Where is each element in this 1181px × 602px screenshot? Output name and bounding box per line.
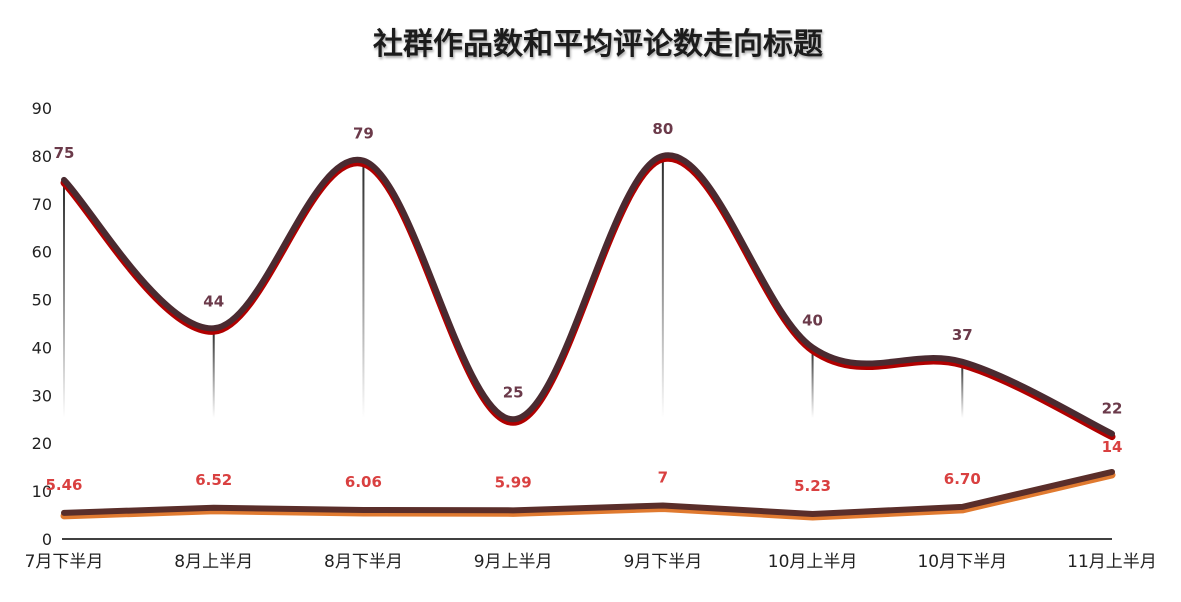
y-tick-label: 10 — [32, 482, 52, 501]
y-tick-label: 40 — [32, 338, 52, 357]
drop-line — [362, 160, 365, 418]
y-tick-label: 50 — [32, 291, 52, 310]
data-label-series-2: 6.52 — [195, 471, 232, 489]
x-tick-label: 8月下半月 — [324, 552, 403, 572]
axes: 0 10 20 30 40 50 60 70 80 90 7月下半月 8月上半月 8月下半月 9月上半月 9… — [25, 99, 1157, 572]
x-tick-label: 7月下半月 — [25, 552, 104, 572]
x-tick-label: 9月下半月 — [623, 552, 702, 572]
x-tick-label: 10月下半月 — [917, 552, 1007, 572]
y-tick-label: 0 — [42, 530, 52, 549]
y-tick-label: 60 — [32, 243, 52, 262]
data-label-series-1: 79 — [353, 125, 374, 143]
chart-title: 社群作品数和平均评论数走向标题 — [373, 27, 823, 62]
drop-line — [961, 361, 964, 418]
drop-lines — [63, 155, 964, 418]
x-tick-label: 10月上半月 — [768, 552, 858, 572]
data-label-series-2: 6.70 — [944, 470, 981, 488]
drop-line — [63, 179, 65, 418]
drop-line — [811, 347, 814, 418]
data-label-series-2: 7 — [658, 468, 668, 486]
data-label-series-2: 5.46 — [45, 476, 82, 494]
series-line-2 — [61, 468, 1115, 517]
drop-line — [212, 328, 215, 418]
y-tick-label: 80 — [32, 147, 52, 166]
data-label-series-1: 25 — [503, 383, 524, 401]
data-label-series-2: 14 — [1102, 438, 1123, 456]
series-line-1 — [61, 152, 1115, 437]
data-label-series-1: 44 — [203, 292, 224, 310]
y-tick-label: 90 — [32, 99, 52, 118]
drop-line — [661, 155, 664, 418]
x-tick-label: 11月上半月 — [1067, 552, 1157, 572]
data-label-series-2: 6.06 — [345, 473, 382, 491]
y-tick-label: 30 — [32, 386, 52, 405]
y-tick-label: 70 — [32, 195, 52, 214]
data-label-series-1: 80 — [652, 120, 673, 138]
data-label-series-1: 40 — [802, 311, 823, 329]
data-labels: 75 44 79 25 80 40 37 22 5.46 6.52 6.06 5.99 7 5.23 6.7… — [45, 120, 1122, 495]
x-tick-label: 9月上半月 — [474, 552, 553, 572]
data-label-series-1: 37 — [952, 326, 973, 344]
y-tick-label: 20 — [32, 434, 52, 453]
data-label-series-2: 5.99 — [495, 473, 532, 491]
x-tick-label: 8月上半月 — [174, 552, 253, 572]
data-label-series-1: 22 — [1102, 400, 1123, 418]
series-layer — [60, 152, 1116, 521]
data-label-series-2: 5.23 — [794, 477, 831, 495]
data-label-series-1: 75 — [54, 144, 75, 162]
